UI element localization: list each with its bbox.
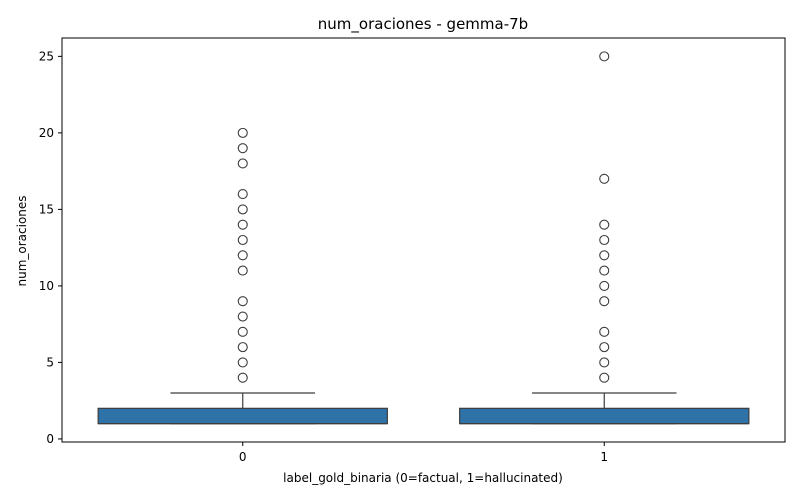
outlier-point — [599, 357, 610, 368]
outlier-point — [237, 234, 248, 246]
x-tick-label: 0 — [239, 450, 247, 464]
outlier-point — [237, 127, 248, 138]
plot-frame — [61, 37, 786, 443]
outlier-point — [237, 296, 248, 307]
box-iqr — [459, 407, 750, 425]
y-tick-label: 5 — [46, 355, 54, 369]
outlier-point — [599, 234, 610, 246]
y-tick-label: 25 — [39, 49, 54, 63]
outlier-point — [237, 189, 248, 200]
outlier-point — [237, 357, 248, 368]
outlier-point — [599, 372, 610, 383]
y-tick-label: 0 — [46, 432, 54, 446]
outlier-point — [599, 51, 610, 62]
outlier-point — [599, 280, 610, 291]
outlier-point — [237, 265, 248, 276]
outlier-point — [599, 326, 610, 337]
outlier-point — [237, 250, 248, 261]
y-tick-label: 20 — [39, 126, 54, 140]
outlier-point — [599, 219, 610, 230]
outlier-point — [599, 296, 610, 307]
y-tick-label: 10 — [39, 279, 54, 293]
outlier-point — [237, 372, 248, 383]
outlier-point — [237, 219, 248, 230]
y-tick-label: 15 — [39, 202, 54, 216]
plot-area: 0 5 10 15 20 25 0 1 — [39, 37, 786, 464]
box-iqr — [97, 407, 388, 425]
outlier-point — [237, 204, 248, 215]
outlier-point — [237, 143, 248, 154]
x-tick-label: 1 — [600, 450, 608, 464]
chart-title: num_oraciones - gemma-7b — [318, 15, 528, 34]
outlier-point — [237, 342, 248, 353]
y-axis-label: num_oraciones — [15, 195, 29, 286]
outlier-point — [599, 342, 610, 353]
outlier-point — [237, 326, 248, 337]
outlier-point — [599, 265, 610, 276]
outlier-point — [237, 311, 248, 322]
outlier-point — [237, 158, 248, 169]
outlier-point — [599, 173, 610, 184]
x-axis-label: label_gold_binaria (0=factual, 1=halluci… — [283, 471, 563, 485]
outlier-point — [599, 250, 610, 261]
